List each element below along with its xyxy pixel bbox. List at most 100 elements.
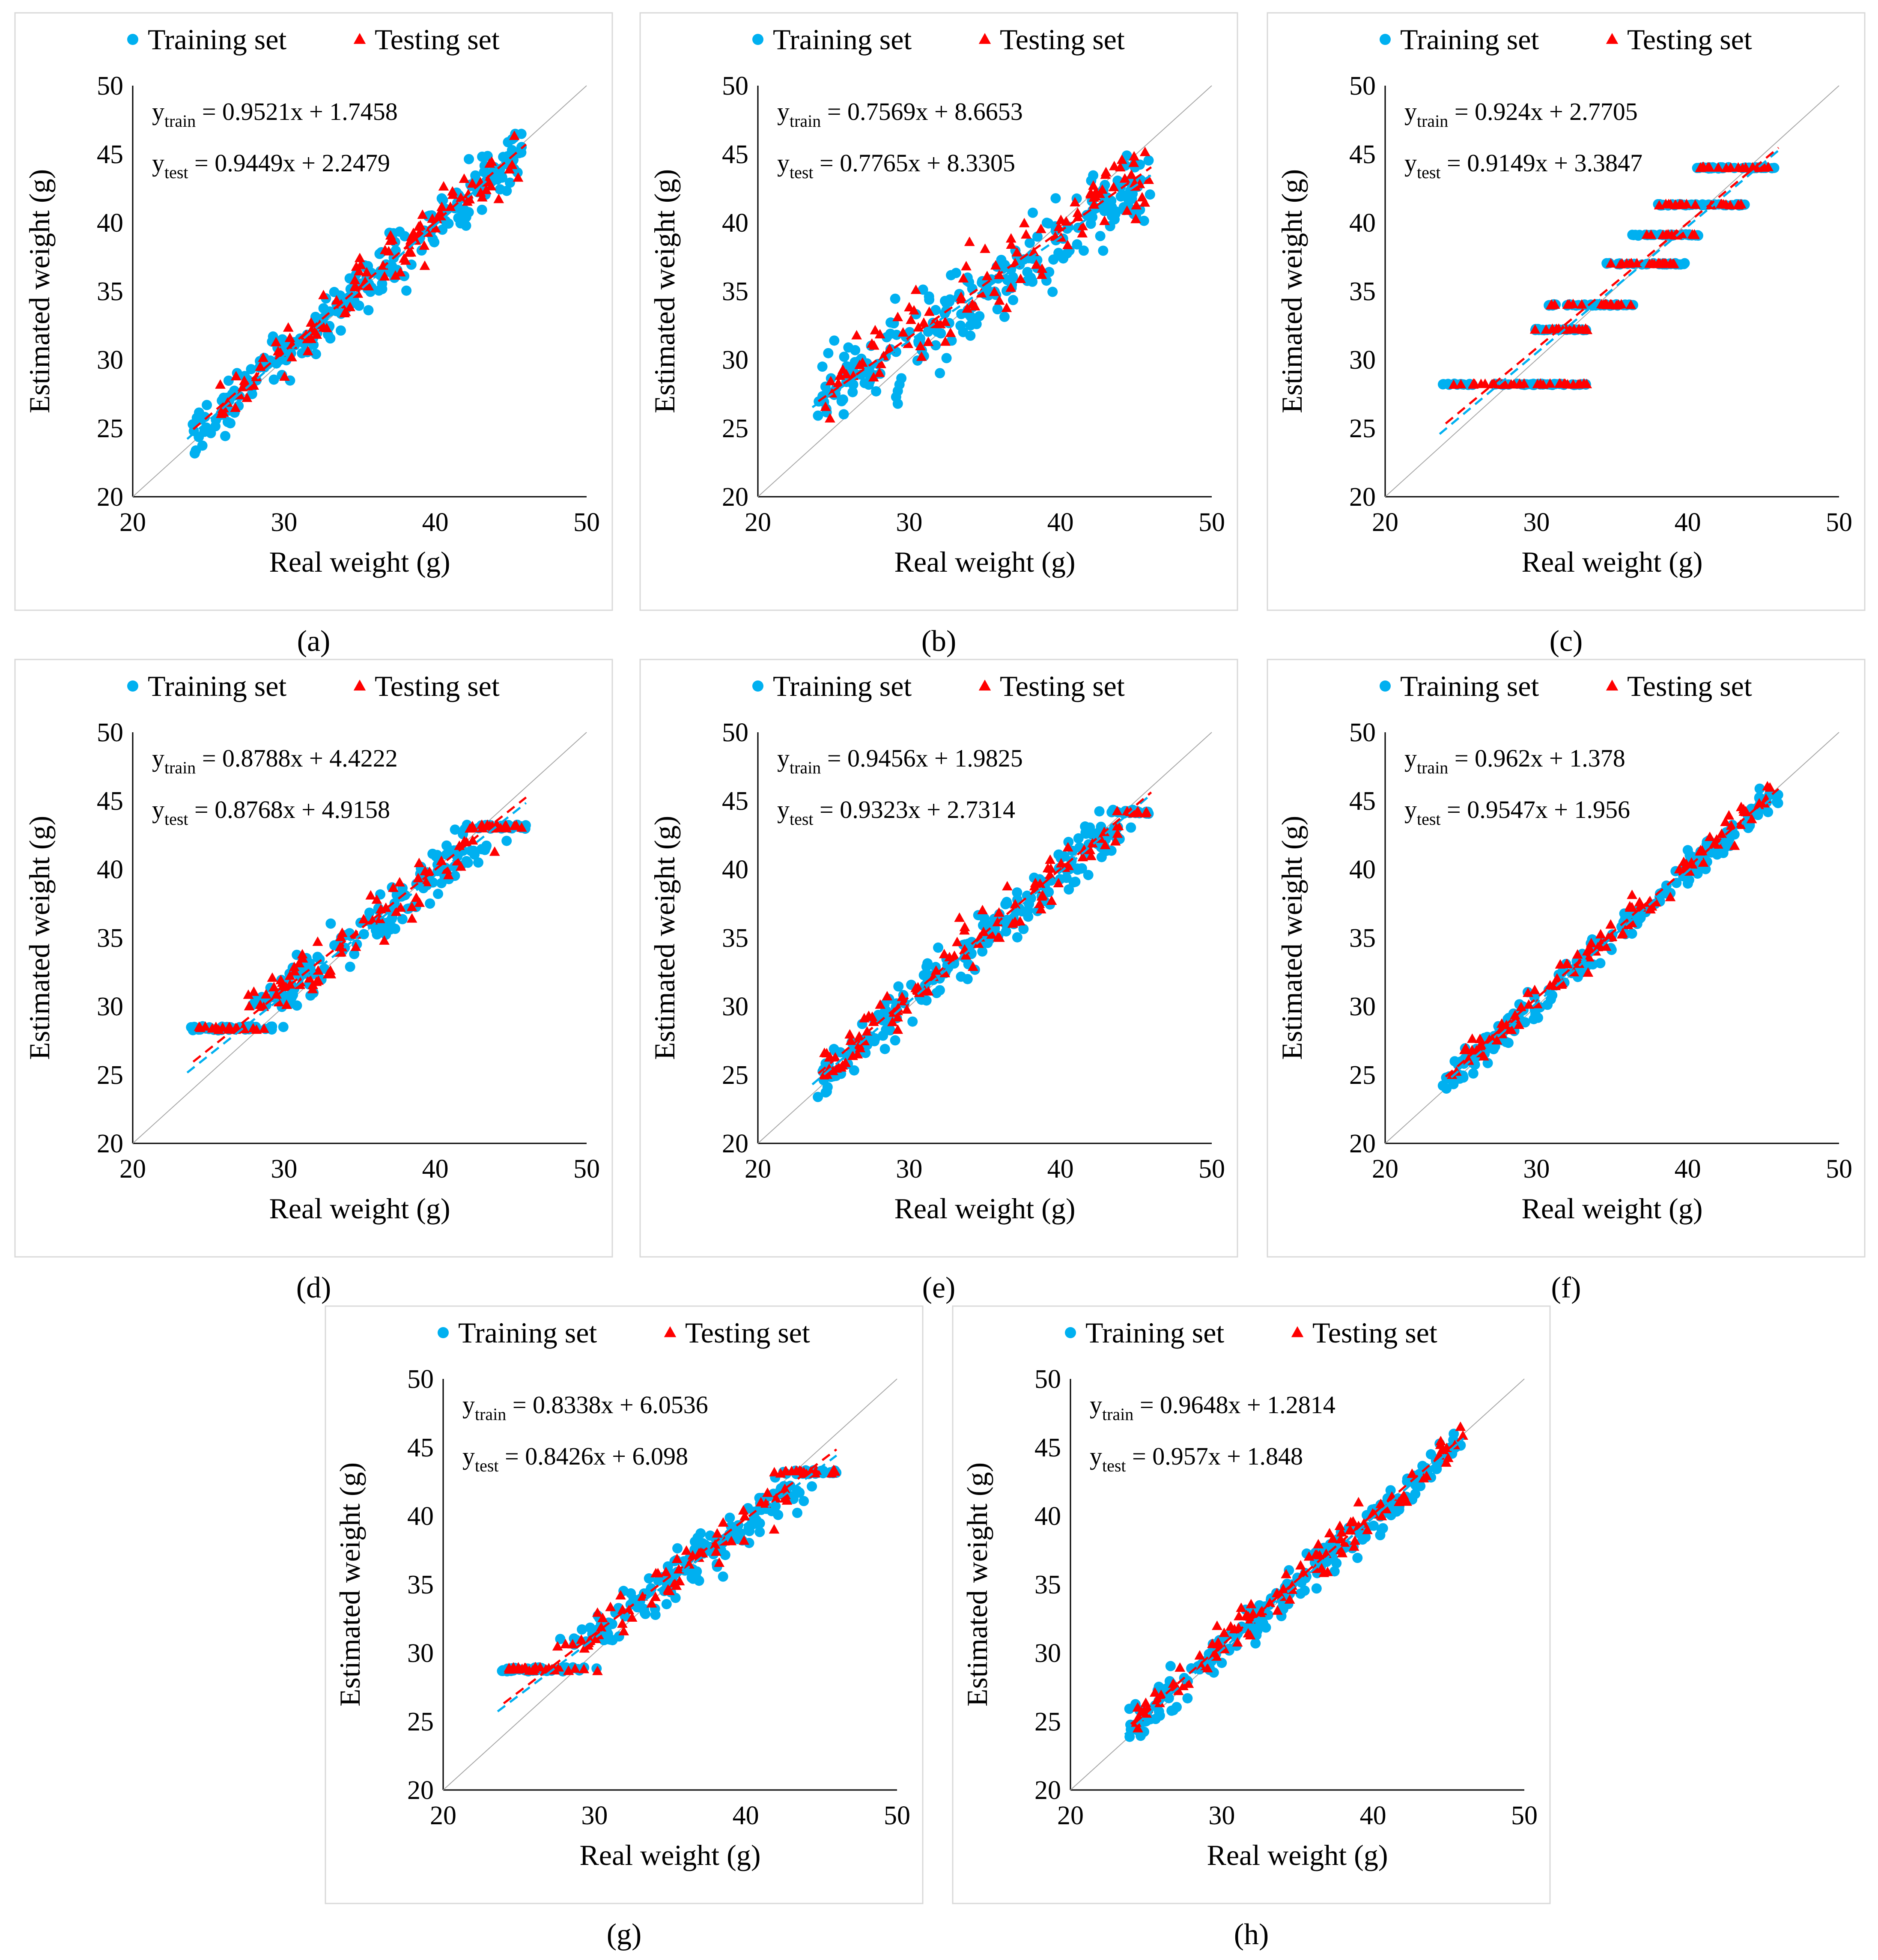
testing-point [335, 931, 346, 941]
test-equation: ytest = 0.9149x + 3.3847 [1404, 149, 1643, 182]
panel-caption: (g) [607, 1918, 642, 1951]
training-point [1082, 210, 1092, 221]
testing-point [825, 413, 835, 423]
x-tick-label: 20 [745, 508, 771, 537]
testing-point [1070, 197, 1080, 207]
testing-point [271, 337, 281, 346]
training-point [1121, 150, 1132, 161]
training-point [1027, 276, 1038, 287]
y-tick-label: 40 [97, 209, 123, 238]
train-equation: ytrain = 0.7569x + 8.6653 [777, 98, 1023, 131]
testing-point [1312, 1549, 1322, 1559]
testing-point [297, 953, 308, 963]
testing-point [436, 201, 447, 211]
train-regression-line [186, 802, 527, 1074]
training-point [1063, 837, 1074, 847]
y-tick-label: 40 [1349, 209, 1376, 238]
training-point [1044, 267, 1055, 277]
testing-point [781, 1466, 792, 1476]
legend-marker-testing [353, 33, 366, 44]
testing-point [1487, 1034, 1498, 1044]
testing-point [286, 352, 297, 361]
y-tick-label: 35 [97, 924, 123, 953]
y-tick-label: 30 [97, 992, 123, 1021]
testing-point [1131, 1717, 1142, 1727]
training-point [1375, 1530, 1386, 1540]
testing-point [1514, 1019, 1525, 1029]
testing-point [1091, 186, 1101, 196]
training-point [482, 151, 493, 161]
x-axis-title: Real weight (g) [1522, 1192, 1703, 1225]
x-tick-label: 40 [1675, 1155, 1701, 1184]
x-tick-label: 40 [1047, 1155, 1074, 1184]
training-point [1501, 1037, 1511, 1047]
x-tick-label: 20 [1372, 1155, 1398, 1184]
testing-point [650, 1568, 661, 1578]
testing-point [1099, 215, 1110, 225]
testing-point [1546, 300, 1557, 310]
testing-point [916, 351, 927, 361]
y-tick-label: 35 [407, 1570, 434, 1599]
testing-point [1245, 1630, 1256, 1640]
testing-point [552, 1641, 563, 1651]
y-tick-label: 35 [722, 277, 748, 306]
testing-point [1559, 378, 1570, 388]
testing-point [939, 949, 950, 958]
testing-point [1721, 163, 1732, 173]
testing-point [1062, 842, 1073, 852]
testing-point [258, 352, 268, 362]
training-point [1410, 1480, 1421, 1490]
testing-point [840, 1057, 851, 1067]
testing-point [1538, 379, 1549, 389]
x-tick-label: 30 [271, 1155, 297, 1184]
training-point [310, 311, 321, 322]
training-point [399, 231, 410, 242]
training-point [965, 320, 976, 331]
training-point [935, 368, 945, 379]
testing-point [1720, 817, 1731, 826]
testing-point [417, 209, 428, 219]
testing-point [403, 247, 414, 257]
training-point [1032, 231, 1043, 242]
training-point [473, 857, 483, 868]
testing-point [671, 1553, 683, 1563]
training-point [1299, 1585, 1310, 1596]
testing-point [1544, 378, 1556, 388]
testing-point [669, 1578, 680, 1587]
testing-point [884, 343, 895, 353]
legend-label-testing: Testing set [1312, 1316, 1437, 1349]
testing-point [1738, 804, 1749, 814]
x-axis-title: Real weight (g) [894, 546, 1076, 578]
test-regression-line [1130, 1435, 1465, 1725]
testing-point [1129, 151, 1139, 161]
testing-point [394, 877, 405, 887]
testing-point [833, 1062, 844, 1071]
testing-point [887, 1017, 898, 1026]
y-tick-label: 25 [722, 1061, 748, 1090]
testing-point [1463, 1054, 1474, 1064]
training-point [924, 294, 935, 305]
testing-point [1475, 1033, 1485, 1044]
testing-point [1496, 379, 1507, 388]
y-tick-label: 30 [1349, 992, 1376, 1021]
testing-point [279, 371, 290, 381]
testing-point [626, 1612, 638, 1622]
panel-caption: (f) [1551, 1271, 1581, 1304]
y-tick-label: 40 [722, 855, 748, 884]
testing-point [1128, 157, 1139, 167]
chart-panel-c: 20 30 40 50 20 25 30 35 40 45 50 Real weight (g) Est… [1267, 12, 1866, 658]
testing-point [1264, 1597, 1276, 1608]
testing-point [1556, 979, 1567, 989]
training-point [1073, 833, 1084, 844]
testing-point [1028, 246, 1039, 257]
training-point [1139, 215, 1149, 226]
testing-point [275, 347, 286, 357]
testing-point [811, 1465, 822, 1475]
training-point [1587, 959, 1598, 970]
training-point [983, 920, 993, 931]
training-point [433, 889, 444, 899]
training-point [1545, 994, 1556, 1005]
testing-point [1139, 146, 1151, 156]
testing-point [650, 1591, 661, 1601]
testing-point [1765, 782, 1775, 792]
